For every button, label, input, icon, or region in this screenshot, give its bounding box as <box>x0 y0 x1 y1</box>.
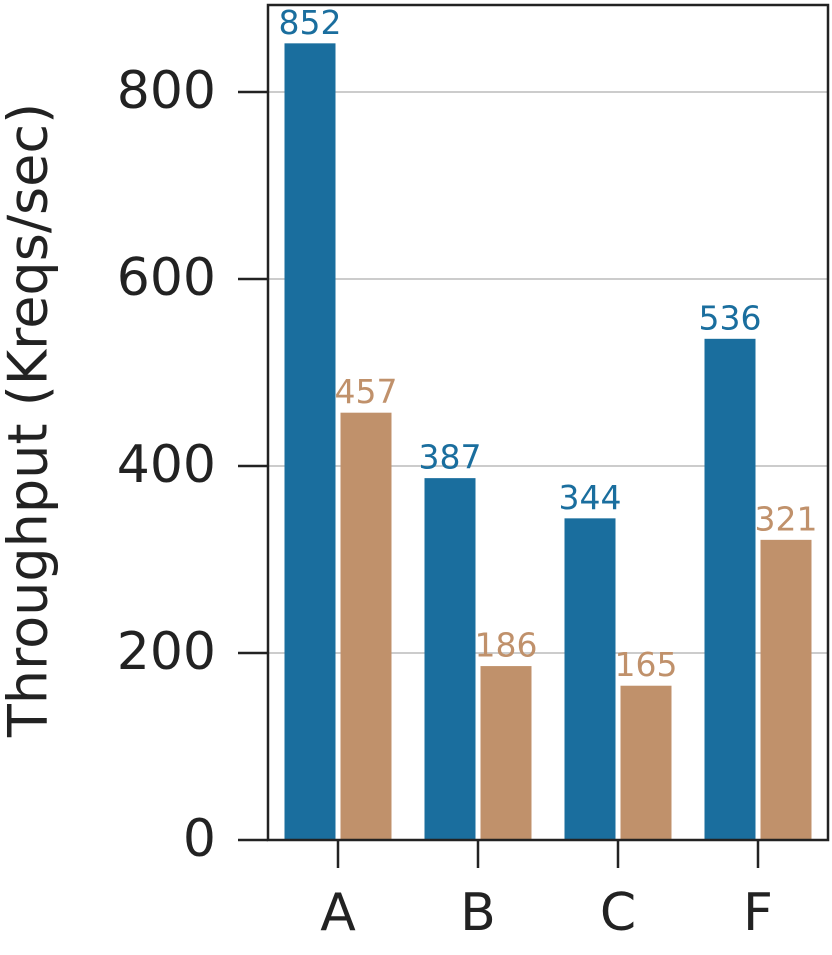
bar <box>704 338 756 840</box>
y-tick-label: 800 <box>117 61 216 121</box>
y-tick-label: 0 <box>183 809 216 869</box>
value-label: 536 <box>699 298 762 337</box>
value-label: 321 <box>755 499 818 538</box>
value-label: 186 <box>475 626 538 665</box>
bar <box>284 43 336 841</box>
value-label: 387 <box>419 438 482 477</box>
bar <box>620 685 672 840</box>
y-axis-label: Throughput (Kreqs/sec) <box>0 103 60 738</box>
value-label: 852 <box>279 3 342 42</box>
value-label: 165 <box>615 645 678 684</box>
y-tick-label: 400 <box>117 435 216 495</box>
y-tick-label: 600 <box>117 248 216 308</box>
value-label: 344 <box>559 478 622 517</box>
x-tick-label: A <box>320 883 356 943</box>
x-tick-label: C <box>600 883 636 943</box>
x-tick-label: F <box>743 883 773 943</box>
bar <box>760 539 812 840</box>
bar <box>424 478 476 840</box>
plot-frame <box>266 3 830 842</box>
value-label: 457 <box>335 372 398 411</box>
y-tick-label: 200 <box>117 622 216 682</box>
bar <box>480 666 532 840</box>
bar <box>564 518 616 840</box>
bar <box>340 412 392 840</box>
x-tick-label: B <box>460 883 496 943</box>
